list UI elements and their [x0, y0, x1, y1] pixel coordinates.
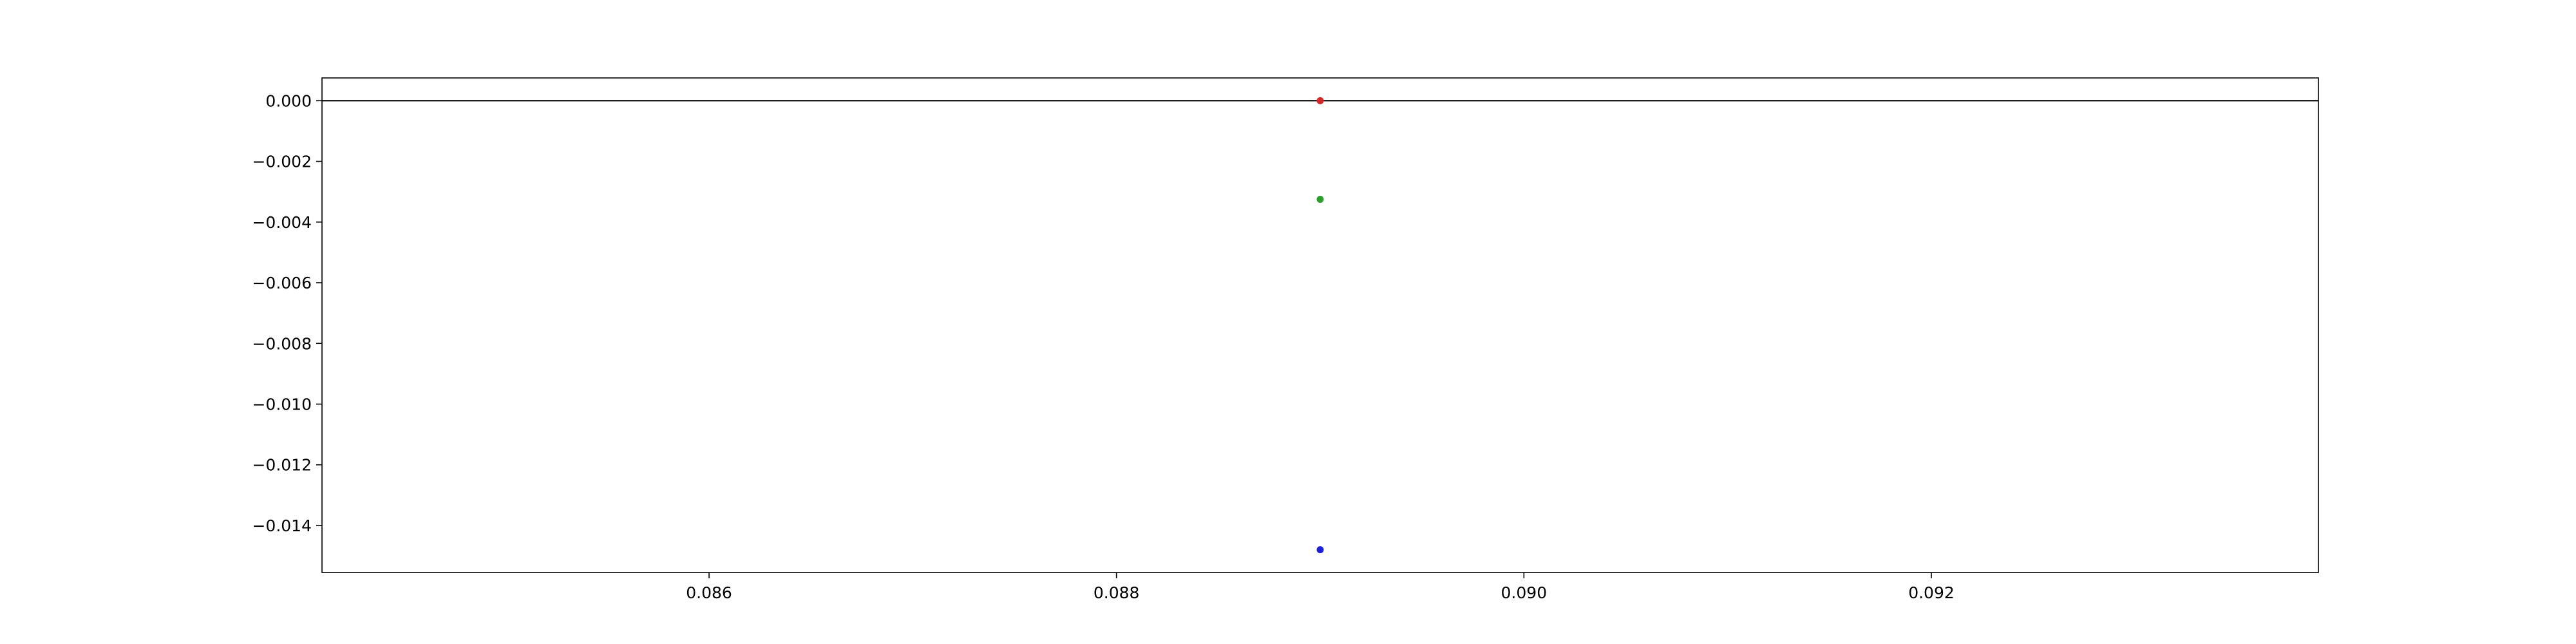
axes-layer: 0.086 0.088 0.090 0.092 0.000 −0.002 −0.004 −0.…	[252, 91, 1954, 602]
scatter-point-1	[1316, 97, 1324, 104]
y-tick-label: −0.006	[252, 274, 312, 292]
x-tick-label: 0.090	[1501, 583, 1548, 602]
y-tick-label: 0.000	[265, 91, 312, 110]
scatter-point-3	[1316, 546, 1324, 554]
x-tick-label: 0.088	[1094, 583, 1140, 602]
y-tick-label: −0.004	[252, 213, 312, 232]
x-tick-label: 0.086	[686, 583, 732, 602]
plot-area-frame	[321, 77, 2319, 573]
marks-layer	[322, 97, 2318, 554]
y-tick-label: −0.014	[252, 516, 312, 535]
y-tick-label: −0.010	[252, 395, 312, 414]
y-tick-label: −0.008	[252, 334, 312, 353]
x-tick-label: 0.092	[1908, 583, 1955, 602]
y-tick-label: −0.002	[252, 153, 312, 171]
y-tick-label: −0.012	[252, 456, 312, 475]
scatter-point-2	[1316, 195, 1324, 203]
